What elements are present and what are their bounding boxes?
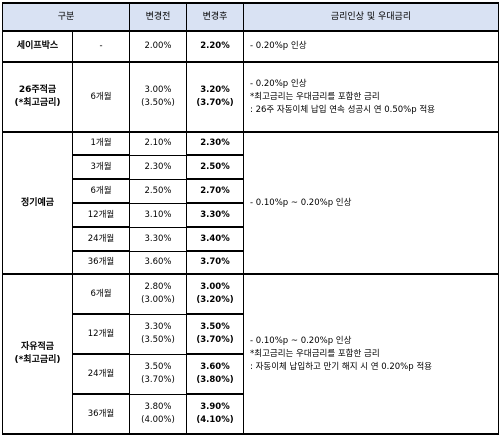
change-description: - 0.10%p ~ 0.20%p 인상 — [243, 131, 499, 275]
period-cell: 12개월 — [72, 202, 130, 228]
before-rate: 2.30% — [129, 154, 187, 180]
after-rate: 3.00% (3.20%) — [186, 273, 244, 315]
after-rate: 2.30% — [186, 131, 244, 156]
table-row: 세이프박스 - 2.00% 2.20% - 0.20%p 인상 — [2, 30, 499, 63]
period-cell: 12개월 — [72, 313, 130, 355]
after-rate: 3.20% (3.70%) — [186, 61, 244, 133]
product-name: 26주적금 (*최고금리) — [2, 61, 73, 133]
before-rate: 3.10% — [129, 202, 187, 228]
header-change: 금리인상 및 우대금리 — [243, 2, 499, 32]
table-row: 36개월 3.60% 3.70% — [3, 250, 499, 275]
before-rate: 2.50% — [129, 178, 187, 204]
table-row: 자유적금 (*최고금리) 6개월 2.80% (3.00%) 3.00% (3.… — [2, 273, 499, 435]
period-cell: 6개월 — [72, 273, 130, 315]
product-name: 자유적금 (*최고금리) — [2, 273, 73, 435]
before-rate: 2.00% — [129, 30, 187, 63]
after-rate: 3.90% (4.10%) — [186, 393, 244, 435]
before-rate: 3.50% (3.70%) — [129, 353, 187, 395]
before-rate: 3.60% — [129, 250, 187, 275]
table-row: 26주적금 (*최고금리) 6개월 3.00% (3.50%) 3.20% (3… — [2, 61, 499, 133]
period-cell: 6개월 — [72, 178, 130, 204]
period-cell: - — [72, 30, 130, 63]
after-rate: 2.70% — [186, 178, 244, 204]
period-cell: 3개월 — [72, 154, 130, 180]
after-rate: 3.70% — [186, 250, 244, 275]
period-cell: 1개월 — [72, 131, 130, 156]
table-row: 24개월 3.30% 3.40% — [3, 226, 499, 252]
table-row: 정기예금 1개월 2.10% 2.30% - 0.10%p ~ 0.20%p 인… — [2, 131, 499, 275]
product-name: 세이프박스 — [2, 30, 73, 63]
change-description: - 0.20%p 인상 — [243, 30, 499, 63]
period-cell: 36개월 — [72, 250, 130, 275]
after-rate: 2.50% — [186, 154, 244, 180]
table-row: 24개월 3.50% (3.70%) 3.60% (3.80%) — [3, 353, 499, 395]
period-cell: 6개월 — [72, 61, 130, 133]
header-after: 변경후 — [186, 2, 244, 32]
before-rate: 3.30% (3.50%) — [129, 313, 187, 355]
after-rate: 3.60% (3.80%) — [186, 353, 244, 395]
rate-change-table: 구분 변경전 변경후 금리인상 및 우대금리 세이프박스 - 2.00% 2.2… — [2, 2, 499, 435]
before-rate: 3.80% (4.00%) — [129, 393, 187, 435]
table-row: 6개월 2.50% 2.70% — [3, 178, 499, 204]
period-cell: 24개월 — [72, 353, 130, 395]
after-rate: 3.40% — [186, 226, 244, 252]
header-category: 구분 — [2, 2, 130, 32]
change-description: - 0.20%p 인상 *최고금리는 우대금리를 포함한 금리 : 26주 자동… — [243, 61, 499, 133]
before-rate: 3.30% — [129, 226, 187, 252]
period-cell: 36개월 — [72, 393, 130, 435]
table-row: 12개월 3.10% 3.30% — [3, 202, 499, 228]
change-description: - 0.10%p ~ 0.20%p 인상 *최고금리는 우대금리를 포함한 금리… — [243, 273, 499, 435]
period-cell: 24개월 — [72, 226, 130, 252]
table-row: 12개월 3.30% (3.50%) 3.50% (3.70%) — [3, 313, 499, 355]
after-rate: 2.20% — [186, 30, 244, 63]
before-rate: 2.80% (3.00%) — [129, 273, 187, 315]
header-row: 구분 변경전 변경후 금리인상 및 우대금리 — [2, 2, 499, 32]
before-rate: 2.10% — [129, 131, 187, 156]
table-row: 3개월 2.30% 2.50% — [3, 154, 499, 180]
after-rate: 3.30% — [186, 202, 244, 228]
header-before: 변경전 — [129, 2, 187, 32]
table-row: 36개월 3.80% (4.00%) 3.90% (4.10%) — [3, 393, 499, 435]
product-name: 정기예금 — [2, 131, 73, 275]
after-rate: 3.50% (3.70%) — [186, 313, 244, 355]
before-rate: 3.00% (3.50%) — [129, 61, 187, 133]
